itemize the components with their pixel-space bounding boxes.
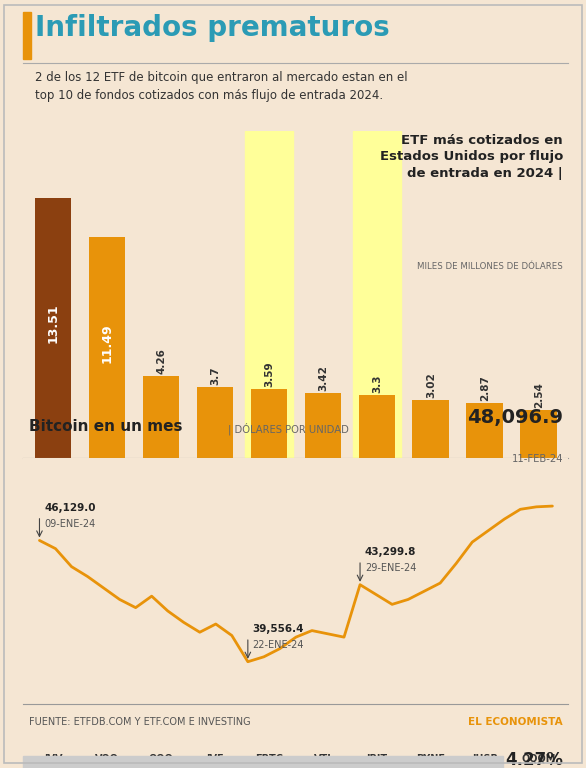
Text: 3.42: 3.42 <box>318 365 328 391</box>
Bar <box>466 403 503 458</box>
Text: FBTC: FBTC <box>255 753 283 763</box>
Bar <box>197 387 233 458</box>
Bar <box>142 376 179 458</box>
Text: VOO: VOO <box>95 753 119 763</box>
Bar <box>353 131 401 458</box>
Text: ETF más cotizados en
Estados Unidos por flujo
de entrada en 2024 |: ETF más cotizados en Estados Unidos por … <box>380 134 563 180</box>
Bar <box>88 237 125 458</box>
Text: 29-ENE-24: 29-ENE-24 <box>365 564 416 574</box>
Text: 2 de los 12 ETF de bitcoin que entraron al mercado estan en el
top 10 de fondos : 2 de los 12 ETF de bitcoin que entraron … <box>35 71 408 102</box>
Bar <box>35 198 71 458</box>
Text: 13.51: 13.51 <box>47 303 60 343</box>
Bar <box>520 409 557 458</box>
Text: 46,129.0: 46,129.0 <box>45 502 96 512</box>
Text: 4.27%: 4.27% <box>505 751 563 768</box>
Text: 11.49: 11.49 <box>101 323 114 363</box>
Text: | DÓLARES POR UNIDAD: | DÓLARES POR UNIDAD <box>228 422 349 435</box>
Text: 3.59: 3.59 <box>264 362 274 387</box>
Text: VTI: VTI <box>314 753 332 763</box>
Text: MILES DE MILLONES DE DÓLARES: MILES DE MILLONES DE DÓLARES <box>417 262 563 271</box>
Text: QQQM: QQQM <box>522 753 556 763</box>
Text: IVV: IVV <box>44 753 62 763</box>
Text: 2.87: 2.87 <box>480 376 490 401</box>
Bar <box>23 12 30 59</box>
Text: 3.02: 3.02 <box>426 372 436 399</box>
Text: 43,299.8: 43,299.8 <box>365 547 416 557</box>
Bar <box>251 389 287 458</box>
Bar <box>23 756 503 768</box>
Text: IUSB: IUSB <box>472 753 498 763</box>
Text: 22-ENE-24: 22-ENE-24 <box>253 641 304 650</box>
Text: 09-ENE-24: 09-ENE-24 <box>45 519 96 529</box>
Text: 48,096.9: 48,096.9 <box>467 408 563 426</box>
Text: IBIT: IBIT <box>366 753 387 763</box>
Text: FUENTE: ETFDB.COM Y ETF.COM E INVESTING: FUENTE: ETFDB.COM Y ETF.COM E INVESTING <box>29 717 250 727</box>
Text: 3.3: 3.3 <box>372 375 382 393</box>
Text: Infiltrados prematuros: Infiltrados prematuros <box>35 14 390 42</box>
Text: IVE: IVE <box>206 753 224 763</box>
Bar <box>413 400 449 458</box>
Bar <box>305 392 341 458</box>
Text: EL ECONOMISTA: EL ECONOMISTA <box>468 717 563 727</box>
Text: 3.7: 3.7 <box>210 366 220 386</box>
Bar <box>359 395 395 458</box>
Text: 11-FEB-24: 11-FEB-24 <box>512 454 563 464</box>
Text: 39,556.4: 39,556.4 <box>253 624 304 634</box>
Text: 2.54: 2.54 <box>534 382 544 408</box>
Text: DYNF: DYNF <box>416 753 445 763</box>
Text: 4.26: 4.26 <box>156 349 166 375</box>
Text: Bitcoin en un mes: Bitcoin en un mes <box>29 419 182 434</box>
Text: QQQ: QQQ <box>149 753 173 763</box>
Bar <box>245 131 292 458</box>
